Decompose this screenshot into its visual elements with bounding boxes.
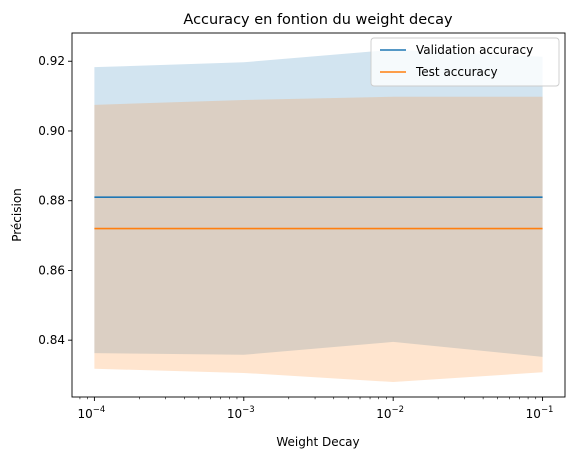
- legend-label-validation: Validation accuracy: [416, 43, 533, 57]
- y-tick-label: 0.88: [38, 194, 65, 208]
- x-axis-label: Weight Decay: [276, 435, 359, 449]
- y-tick-label: 0.86: [38, 263, 65, 277]
- x-tick-label: 10−1: [526, 405, 554, 421]
- y-tick-label: 0.84: [38, 333, 65, 347]
- x-tick-label: 10−2: [376, 405, 404, 421]
- y-axis-ticks: 0.84 0.86 0.88 0.90 0.92: [38, 54, 72, 347]
- y-tick-label: 0.90: [38, 124, 65, 138]
- legend: Validation accuracy Test accuracy: [371, 38, 559, 86]
- x-tick-label: 10−3: [227, 405, 255, 421]
- x-tick-label: 10−4: [77, 405, 105, 421]
- y-tick-label: 0.92: [38, 54, 65, 68]
- chart-title: Accuracy en fontion du weight decay: [183, 12, 453, 28]
- y-axis-label: Précision: [10, 188, 24, 242]
- x-axis-ticks: 10−4 10−3 10−2 10−1: [77, 397, 553, 421]
- legend-label-test: Test accuracy: [415, 65, 498, 79]
- confidence-bands: [94, 50, 542, 382]
- band-series-1: [94, 97, 542, 382]
